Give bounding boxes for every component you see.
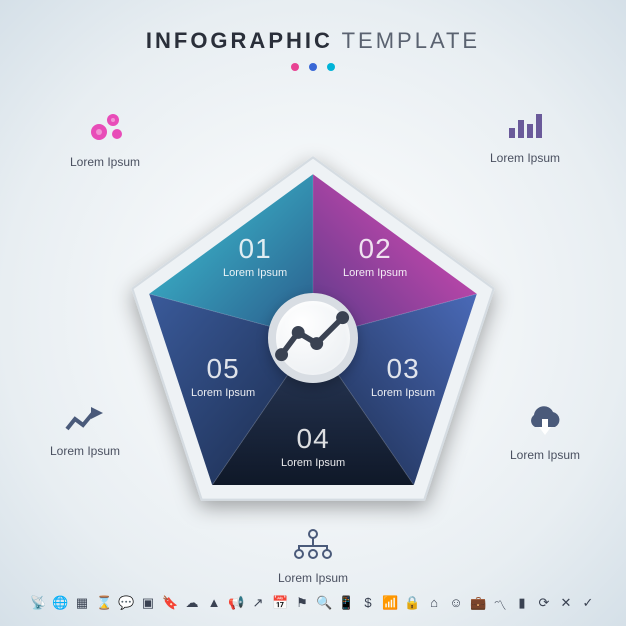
- segment-5-label: 05 Lorem Ipsum: [191, 353, 255, 399]
- title-bold: INFOGRAPHIC: [146, 28, 333, 53]
- segment-1-label: 01 Lorem Ipsum: [223, 233, 287, 279]
- center-circle: [268, 293, 358, 383]
- page-title: INFOGRAPHIC TEMPLATE: [0, 28, 626, 54]
- callout-4: Lorem Ipsum: [248, 528, 378, 585]
- callout-2: Lorem Ipsum: [460, 110, 590, 165]
- gear-icon: [85, 110, 125, 144]
- segment-5-text: Lorem Ipsum: [191, 387, 255, 399]
- close-icon: ✕: [558, 595, 574, 614]
- callout-3: Lorem Ipsum: [480, 405, 610, 462]
- title-light: TEMPLATE: [342, 28, 481, 53]
- wifi-icon: 📶: [382, 595, 398, 614]
- callout-4-text: Lorem Ipsum: [248, 571, 378, 585]
- share-icon: ↗: [250, 595, 266, 614]
- dollar-icon: $: [360, 595, 376, 614]
- dot-2: [309, 63, 317, 71]
- globe-icon: 🌐: [52, 595, 68, 614]
- callout-2-text: Lorem Ipsum: [460, 151, 590, 165]
- segment-3-number: 03: [371, 353, 435, 385]
- segment-1-number: 01: [223, 233, 287, 265]
- lock-icon: 🔒: [404, 595, 420, 614]
- zigzag-arrow-icon: [65, 405, 105, 433]
- zigzag-icon: 〽: [492, 595, 508, 614]
- callout-3-text: Lorem Ipsum: [480, 448, 610, 462]
- tag-icon: 🔖: [162, 595, 178, 614]
- callout-1-text: Lorem Ipsum: [40, 155, 170, 169]
- check-icon: ✓: [580, 595, 596, 614]
- megaphone-icon: 📢: [228, 595, 244, 614]
- refresh-icon: ⟳: [536, 595, 552, 614]
- cloud-download-icon: [525, 405, 565, 437]
- callout-1: Lorem Ipsum: [40, 110, 170, 169]
- broadcast-icon: 📡: [30, 595, 46, 614]
- chat-icon: 💬: [118, 595, 134, 614]
- segment-1-text: Lorem Ipsum: [223, 267, 287, 279]
- icon-strip: 📡 🌐 ▦ ⌛ 💬 ▣ 🔖 ☁ ▲ 📢 ↗ 📅 ⚑ 🔍 📱 $ 📶 🔒 ⌂ ☺ …: [0, 595, 626, 614]
- briefcase-icon: 💼: [470, 595, 486, 614]
- segment-4-number: 04: [281, 423, 345, 455]
- mobile-icon: 📱: [338, 595, 354, 614]
- segment-2-text: Lorem Ipsum: [343, 267, 407, 279]
- segment-4-text: Lorem Ipsum: [281, 457, 345, 469]
- dot-3: [327, 63, 335, 71]
- flame-icon: ▲: [206, 595, 222, 614]
- hourglass-icon: ⌛: [96, 595, 112, 614]
- segment-3-text: Lorem Ipsum: [371, 387, 435, 399]
- blocks-icon: ▣: [140, 595, 156, 614]
- accent-dots: [0, 58, 626, 76]
- callout-5: Lorem Ipsum: [20, 405, 150, 458]
- segment-3-label: 03 Lorem Ipsum: [371, 353, 435, 399]
- segment-5-number: 05: [191, 353, 255, 385]
- flag-icon: ⚑: [294, 595, 310, 614]
- segment-4-label: 04 Lorem Ipsum: [281, 423, 345, 469]
- pentagon-infographic: 01 Lorem Ipsum 02 Lorem Ipsum 03 Lorem I…: [103, 128, 523, 548]
- search-icon: 🔍: [316, 595, 332, 614]
- dot-1: [291, 63, 299, 71]
- grid-icon: ▦: [74, 595, 90, 614]
- org-chart-icon: [291, 528, 335, 560]
- bar-chart-icon: [507, 110, 543, 140]
- smile-icon: ☺: [448, 595, 464, 614]
- segment-2-label: 02 Lorem Ipsum: [343, 233, 407, 279]
- calendar-icon: 📅: [272, 595, 288, 614]
- bars-icon: ▮: [514, 595, 530, 614]
- cloud-icon: ☁: [184, 595, 200, 614]
- header: INFOGRAPHIC TEMPLATE: [0, 0, 626, 76]
- home-icon: ⌂: [426, 595, 442, 614]
- segment-2-number: 02: [343, 233, 407, 265]
- analytics-icon: [276, 301, 350, 375]
- callout-5-text: Lorem Ipsum: [20, 444, 150, 458]
